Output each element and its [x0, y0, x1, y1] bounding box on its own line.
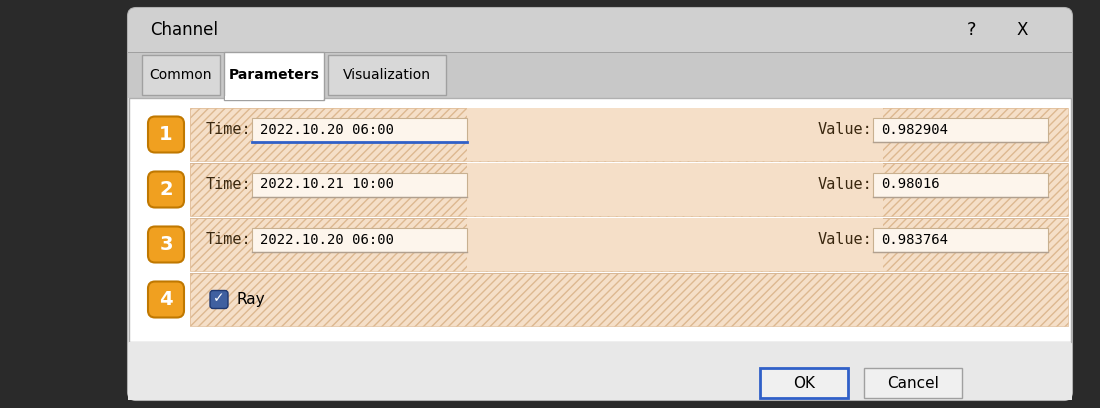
Bar	[129, 342, 1071, 399]
Bar	[468, 218, 883, 271]
Text: Value:: Value:	[818, 232, 872, 247]
Bar	[128, 52, 1072, 98]
Text: 3: 3	[160, 235, 173, 254]
FancyBboxPatch shape	[128, 8, 1072, 400]
Bar	[873, 118, 1048, 142]
Bar	[864, 368, 962, 398]
Text: 0.983764: 0.983764	[881, 233, 948, 246]
Bar	[226, 96, 323, 100]
Text: 2022.10.21 10:00: 2022.10.21 10:00	[260, 177, 394, 191]
Text: 2: 2	[160, 180, 173, 199]
FancyBboxPatch shape	[210, 290, 228, 308]
Bar	[873, 173, 1048, 197]
Bar	[190, 273, 1068, 326]
Bar	[252, 173, 468, 197]
Text: Ray: Ray	[236, 292, 265, 307]
Text: ✓: ✓	[213, 291, 224, 306]
Bar	[190, 108, 1068, 161]
Text: 2022.10.20 06:00: 2022.10.20 06:00	[260, 233, 394, 246]
Bar	[190, 218, 1068, 219]
FancyBboxPatch shape	[148, 226, 184, 262]
Text: 0.982904: 0.982904	[881, 122, 948, 137]
Text: Time:: Time:	[206, 122, 252, 137]
Bar	[129, 98, 1071, 342]
Text: Value:: Value:	[818, 177, 872, 192]
Text: 1: 1	[160, 125, 173, 144]
Bar	[142, 55, 220, 95]
Bar	[252, 118, 468, 142]
FancyBboxPatch shape	[148, 282, 184, 317]
FancyBboxPatch shape	[148, 171, 184, 208]
Bar	[190, 273, 1068, 274]
Bar	[468, 163, 883, 216]
Text: OK: OK	[793, 375, 815, 390]
Bar	[190, 218, 1068, 271]
Text: Visualization: Visualization	[343, 68, 431, 82]
Bar	[190, 163, 1068, 216]
Text: Common: Common	[150, 68, 212, 82]
Bar	[873, 228, 1048, 251]
Text: 0.98016: 0.98016	[881, 177, 939, 191]
Bar	[468, 108, 883, 161]
Text: Parameters: Parameters	[229, 68, 319, 82]
Text: Time:: Time:	[206, 232, 252, 247]
Bar	[128, 52, 1072, 53]
Bar	[190, 163, 1068, 164]
Bar	[760, 368, 848, 398]
Text: Value:: Value:	[818, 122, 872, 137]
Bar	[328, 55, 446, 95]
Text: ?: ?	[967, 21, 977, 39]
Text: Channel: Channel	[150, 21, 218, 39]
FancyBboxPatch shape	[148, 117, 184, 153]
Text: Time:: Time:	[206, 177, 252, 192]
Text: X: X	[1016, 21, 1027, 39]
Bar	[190, 218, 1068, 271]
Bar	[190, 273, 1068, 326]
Text: Cancel: Cancel	[887, 375, 939, 390]
Bar	[128, 52, 1072, 400]
Bar	[252, 228, 468, 251]
Bar	[224, 52, 324, 100]
Bar	[190, 108, 1068, 161]
Text: 4: 4	[160, 290, 173, 309]
Bar	[190, 163, 1068, 216]
FancyBboxPatch shape	[128, 8, 1072, 400]
Text: 2022.10.20 06:00: 2022.10.20 06:00	[260, 122, 394, 137]
